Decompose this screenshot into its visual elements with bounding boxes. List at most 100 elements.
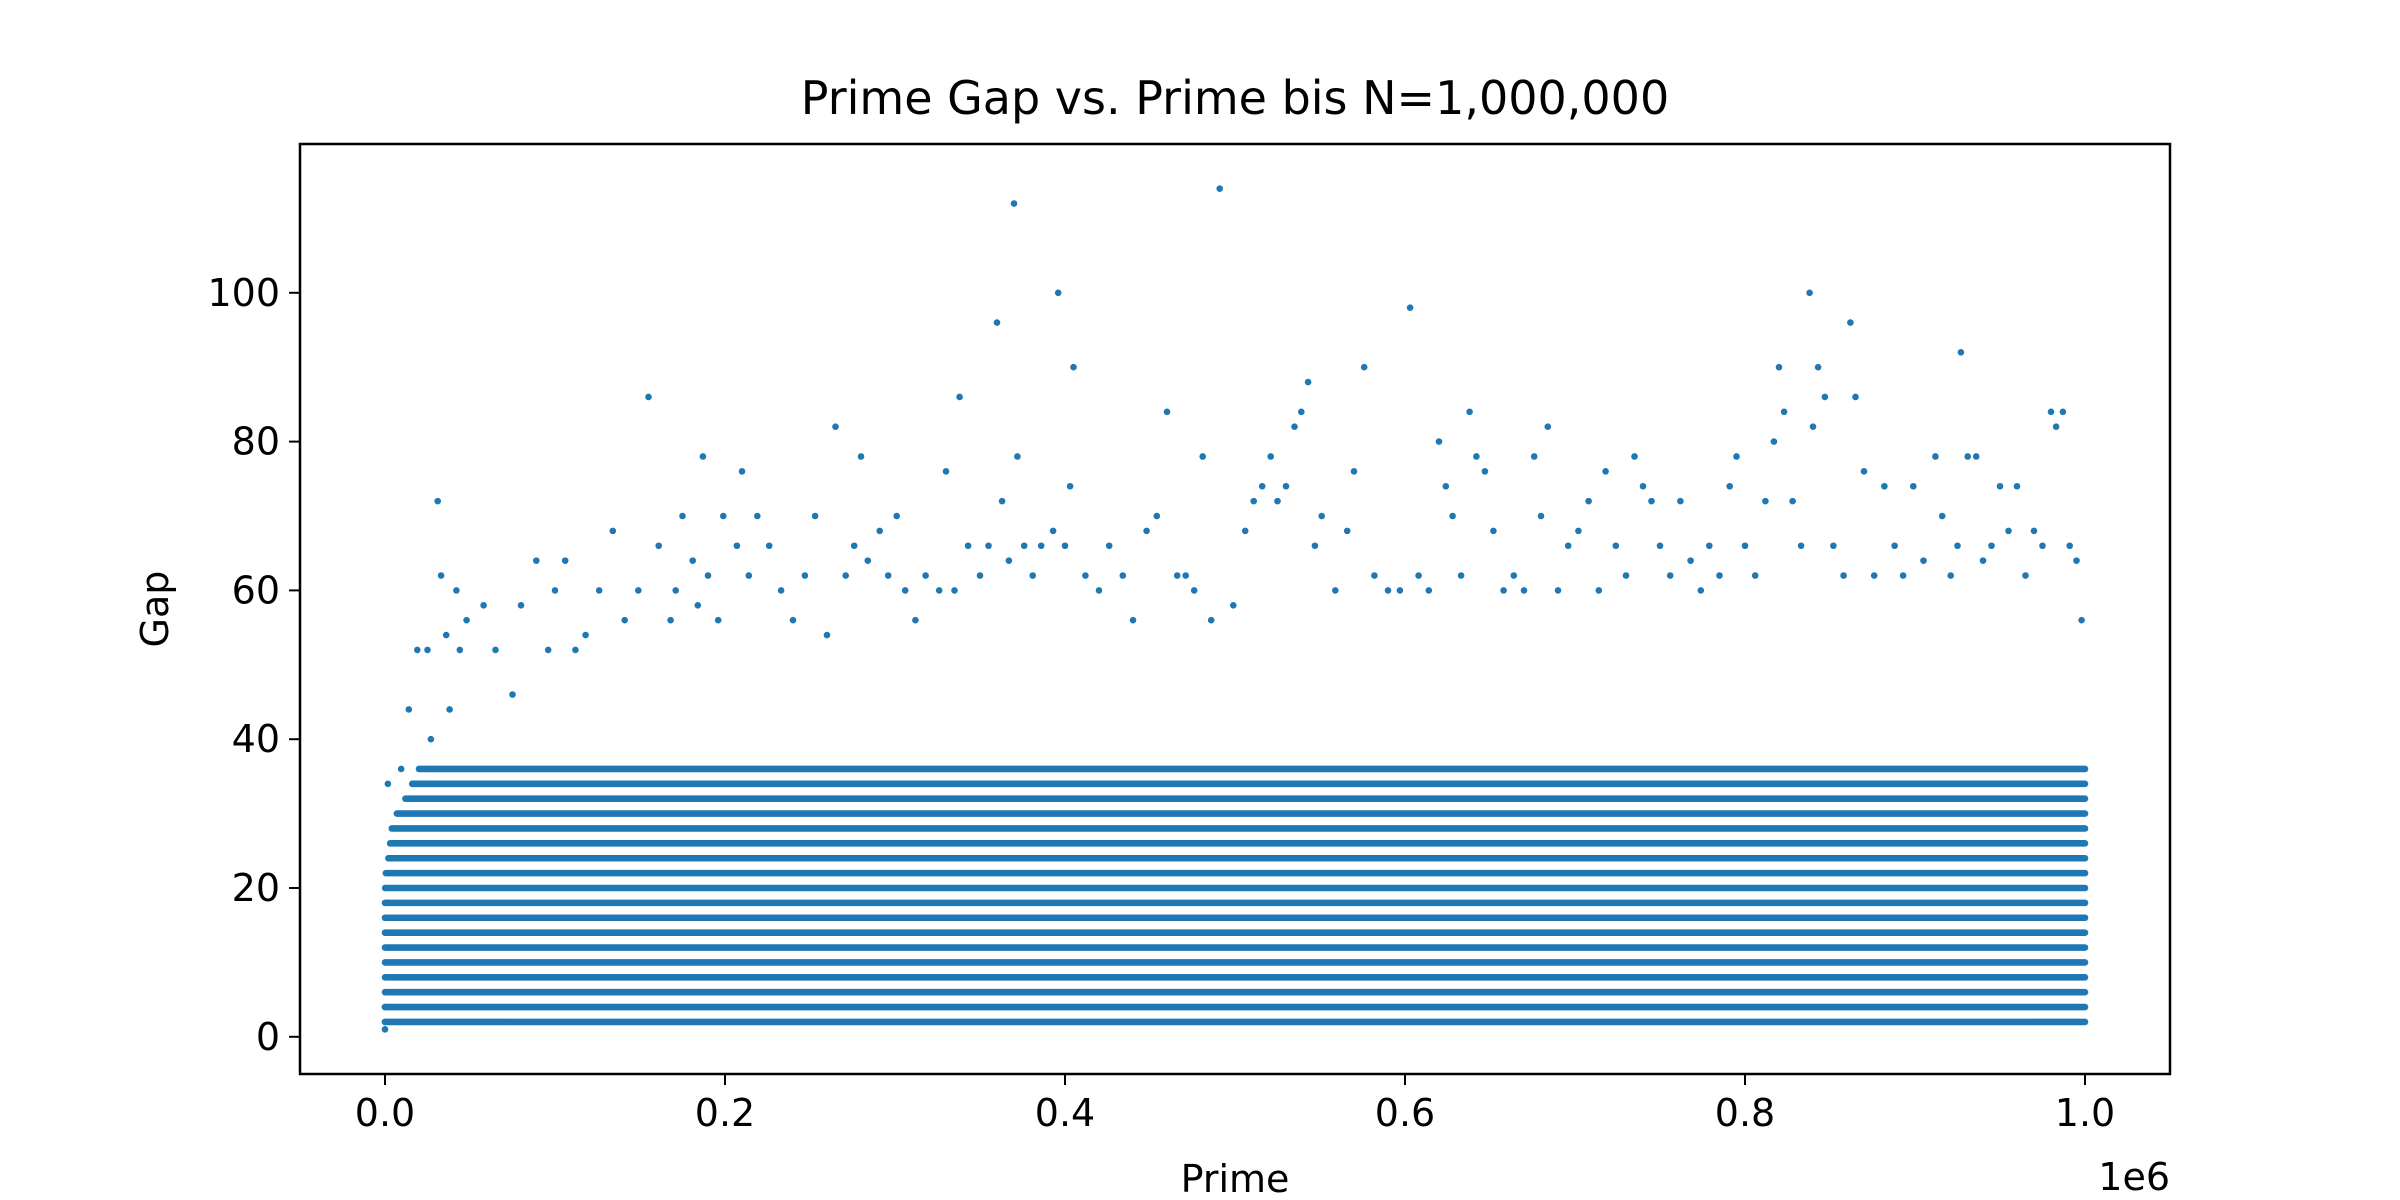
gap-band-10	[381, 959, 2089, 966]
data-point	[1473, 453, 1480, 460]
gap-band-22	[382, 869, 2089, 877]
data-point	[704, 572, 712, 579]
data-point	[382, 929, 389, 936]
data-point	[1881, 482, 1888, 490]
data-point	[1789, 497, 1796, 505]
data-point	[1910, 482, 1917, 490]
data-point	[1406, 304, 1414, 311]
data-point	[1537, 512, 1545, 520]
x-tick-label: 0.0	[355, 1091, 415, 1135]
data-point	[1119, 572, 1127, 579]
data-point	[884, 572, 892, 579]
data-point	[1520, 587, 1528, 594]
data-point	[517, 601, 525, 609]
data-point	[1544, 423, 1552, 431]
data-point	[1932, 453, 1939, 460]
data-point	[1988, 542, 1995, 550]
data-point	[1274, 497, 1281, 505]
data-point	[2073, 557, 2080, 564]
data-point	[699, 453, 707, 460]
data-point	[1095, 587, 1103, 594]
gap-band-20	[381, 884, 2089, 892]
data-point	[1575, 527, 1582, 535]
x-tick-label: 0.8	[1715, 1091, 1775, 1135]
data-point	[850, 542, 858, 550]
data-point	[1830, 542, 1837, 550]
data-point	[1020, 542, 1028, 550]
data-point	[801, 572, 809, 579]
data-point	[1687, 557, 1694, 564]
data-point	[956, 393, 963, 401]
y-tick-label: 20	[232, 866, 280, 910]
data-point	[1371, 572, 1378, 579]
data-point	[1435, 438, 1443, 445]
data-point	[1442, 482, 1450, 490]
data-point	[964, 542, 972, 550]
data-point	[1797, 542, 1805, 550]
data-point	[1622, 572, 1630, 579]
data-point	[427, 735, 435, 743]
data-point	[694, 601, 702, 609]
data-point	[1554, 587, 1562, 594]
x-axis-offset-label: 1e6	[2098, 1155, 2170, 1199]
y-tick-label: 100	[207, 271, 280, 315]
data-point	[2052, 423, 2060, 431]
data-point	[1258, 482, 1266, 490]
data-point	[1697, 587, 1705, 594]
data-point	[1457, 572, 1465, 579]
gap-band-36	[415, 765, 2089, 773]
y-tick-label: 60	[232, 568, 280, 612]
data-point	[1449, 512, 1456, 520]
data-point	[1770, 438, 1778, 445]
data-point	[1585, 497, 1592, 505]
data-point	[434, 497, 442, 505]
data-point	[463, 616, 470, 624]
data-point	[976, 572, 984, 579]
data-point	[1163, 408, 1171, 416]
data-point	[993, 319, 1001, 326]
data-point	[1631, 453, 1638, 460]
data-point	[2030, 527, 2038, 535]
data-point	[1182, 572, 1189, 579]
data-point	[1706, 542, 1713, 550]
data-point	[1216, 185, 1223, 192]
data-point	[1762, 497, 1769, 505]
data-point	[1564, 542, 1572, 550]
data-point	[1751, 572, 1759, 579]
x-tick-label: 0.2	[695, 1091, 755, 1135]
data-point	[1666, 572, 1674, 579]
data-point	[572, 646, 579, 654]
data-point	[1291, 423, 1298, 431]
gap-band-28	[388, 825, 2089, 832]
data-point	[381, 1018, 389, 1026]
data-point	[935, 587, 943, 594]
data-point	[2059, 408, 2067, 416]
data-point	[1207, 616, 1215, 624]
gap-band-30	[393, 810, 2089, 817]
gap-band-34	[408, 780, 2089, 788]
gap-band-32	[402, 795, 2089, 803]
data-point	[1481, 468, 1489, 475]
data-point	[1530, 453, 1538, 460]
data-point	[876, 527, 883, 535]
data-point	[509, 691, 516, 698]
data-point	[1490, 527, 1497, 535]
data-point	[912, 616, 919, 624]
data-point	[480, 601, 487, 609]
data-point	[2066, 542, 2073, 550]
data-point	[1979, 557, 1987, 564]
data-point	[437, 572, 445, 579]
data-point	[381, 1003, 389, 1011]
data-point	[745, 572, 753, 579]
data-point	[1343, 527, 1351, 535]
data-point	[1996, 482, 2004, 490]
data-point	[1230, 601, 1237, 609]
data-point	[1957, 349, 1965, 356]
data-point	[1741, 542, 1749, 550]
data-point	[985, 542, 992, 550]
data-point	[1332, 587, 1339, 594]
data-point	[414, 646, 421, 654]
gap-band-2	[381, 1018, 2089, 1026]
data-point	[1350, 468, 1358, 475]
data-point	[1199, 453, 1206, 460]
